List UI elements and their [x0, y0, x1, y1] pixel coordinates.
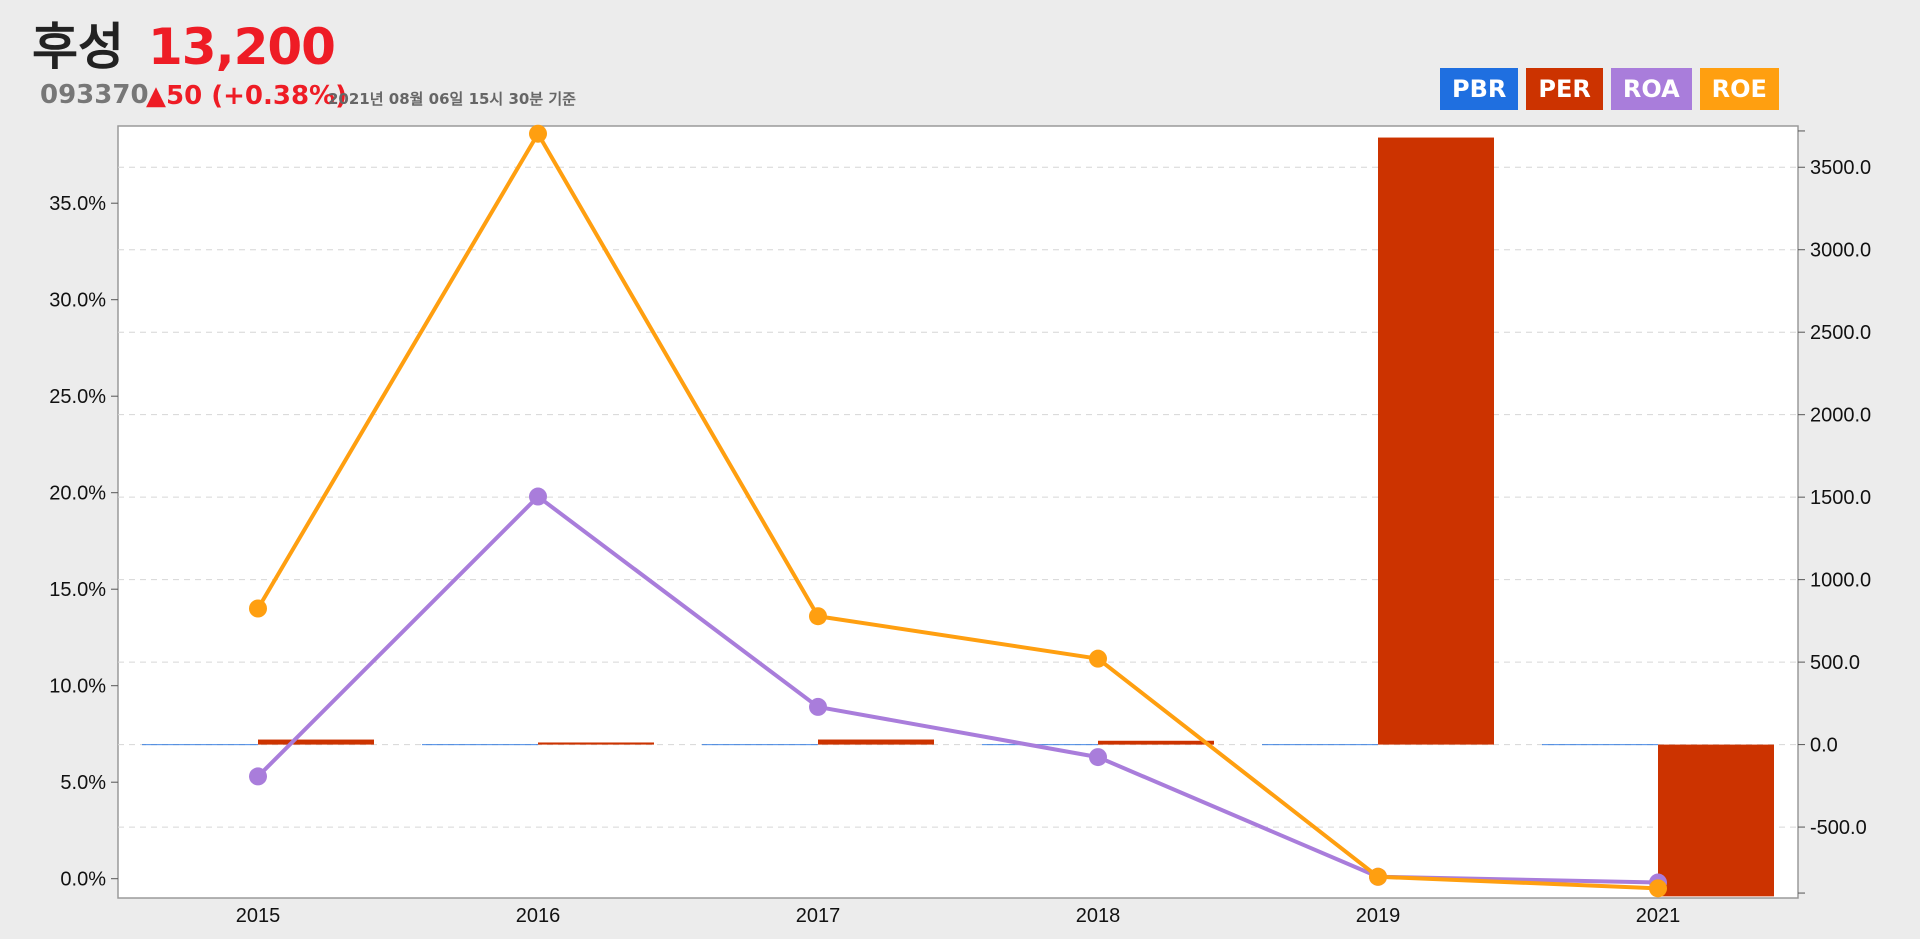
bar-per-2015: [258, 739, 374, 745]
bar-pbr-2015: [142, 743, 258, 746]
point-roe-2021: [1649, 879, 1667, 898]
stock-code: 093370: [40, 80, 149, 110]
bar-per-2017: [818, 739, 934, 745]
bar-per-2019: [1378, 137, 1494, 745]
x-tick-label: 2021: [1636, 905, 1681, 927]
left-tick-label: 25.0%: [49, 386, 106, 408]
bar-pbr-2019: [1262, 743, 1378, 746]
right-tick-label: 2500.0: [1810, 322, 1871, 344]
left-axis: 0.0% 5.0% 10.0% 15.0% 20.0% 25.0% 30.0% 35.0%: [49, 193, 118, 891]
right-tick-label: 500.0: [1810, 652, 1860, 674]
right-tick-label: 3500.0: [1810, 157, 1871, 179]
bar-per-2016: [538, 742, 654, 745]
left-tick-label: 5.0%: [60, 772, 106, 794]
bar-per-2021: [1658, 744, 1774, 897]
right-tick-label: 2000.0: [1810, 405, 1871, 427]
x-tick-label: 2016: [516, 905, 561, 927]
right-tick-label: 0.0: [1810, 735, 1838, 757]
left-tick-label: 30.0%: [49, 290, 106, 312]
chart-legend: PBR PER ROA ROE: [1440, 68, 1779, 110]
stock-name: 후성: [32, 18, 124, 76]
point-roa-2016: [529, 487, 547, 506]
point-roa-2015: [249, 767, 267, 786]
x-tick-label: 2015: [236, 905, 281, 927]
stock-price: 13,200: [148, 18, 336, 76]
left-tick-label: 20.0%: [49, 483, 106, 505]
line-roe: [256, 131, 1659, 891]
left-tick-label: 15.0%: [49, 579, 106, 601]
grid-lines: [118, 166, 1798, 828]
point-roe-2017: [809, 607, 827, 626]
right-tick-label: 1000.0: [1810, 570, 1871, 592]
right-tick-label: 3000.0: [1810, 240, 1871, 262]
bar-series: [142, 137, 1774, 897]
right-tick-label: -500.0: [1810, 817, 1867, 839]
timestamp: 2021년 08월 06일 15시 30분 기준: [328, 90, 576, 108]
legend-roe[interactable]: ROE: [1699, 68, 1779, 110]
left-tick-label: 35.0%: [49, 193, 106, 215]
bar-pbr-2016: [422, 743, 538, 746]
point-roe-2016: [529, 124, 547, 143]
x-tick-label: 2019: [1356, 905, 1401, 927]
point-roe-2019: [1369, 867, 1387, 886]
bar-pbr-2017: [702, 743, 818, 746]
bar-per-2018: [1098, 740, 1214, 745]
point-roa-2017: [809, 697, 827, 716]
right-tick-label: 1500.0: [1810, 487, 1871, 509]
legend-roa[interactable]: ROA: [1610, 68, 1692, 110]
plot-area: [117, 125, 1799, 899]
price-change: ▲50 (+0.38%): [146, 81, 347, 111]
left-tick-label: 0.0%: [60, 869, 106, 891]
point-roa-2018: [1089, 748, 1107, 767]
x-tick-label: 2018: [1076, 905, 1121, 927]
legend-pbr[interactable]: PBR: [1440, 68, 1519, 110]
line-series: [249, 124, 1667, 898]
legend-per[interactable]: PER: [1526, 68, 1603, 110]
right-axis: -500.0 0.0 500.0 1000.0 1500.0 2000.0 2500.0 30…: [1798, 130, 1871, 894]
bar-pbr-2021: [1542, 743, 1658, 746]
x-axis: 2015 2016 2017 2018 2019 2021: [236, 905, 1681, 927]
x-tick-label: 2017: [796, 905, 841, 927]
left-tick-label: 10.0%: [49, 676, 106, 698]
point-roe-2015: [249, 599, 267, 618]
bar-pbr-2018: [982, 743, 1098, 746]
point-roe-2018: [1089, 649, 1107, 668]
